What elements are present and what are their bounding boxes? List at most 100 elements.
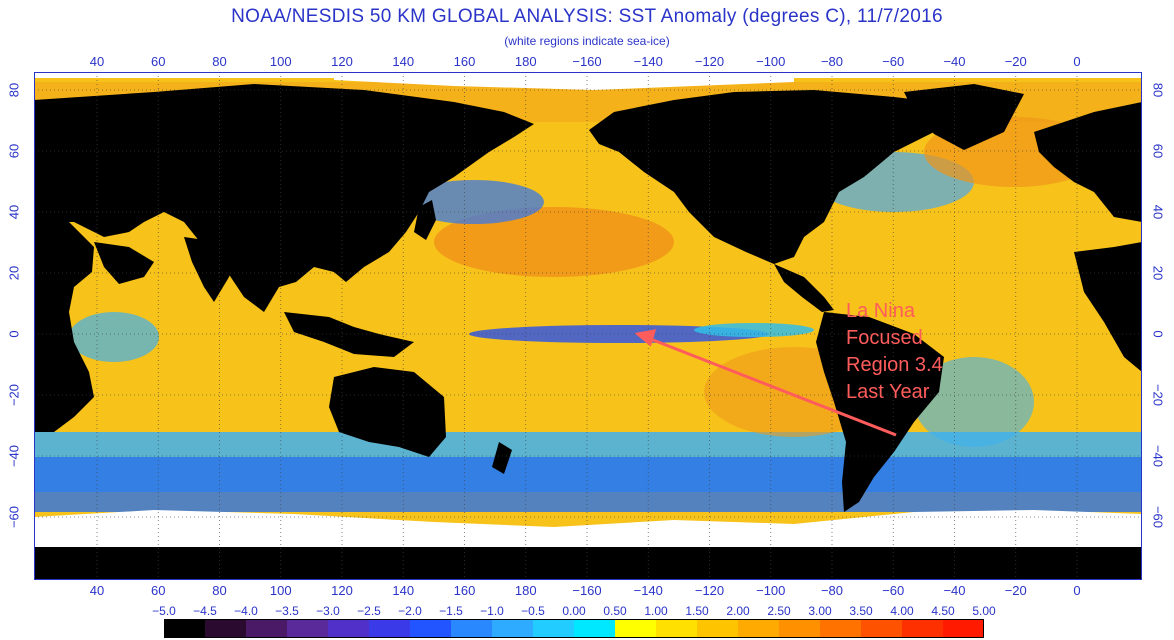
- colorbar-swatch: [615, 619, 657, 638]
- arctic-ice-strip: [34, 72, 1142, 78]
- colorbar-swatch: [410, 619, 452, 638]
- sst-anomaly-map: [34, 72, 1142, 580]
- longitude-label: 160: [453, 583, 476, 598]
- longitude-label: 0: [1073, 583, 1081, 598]
- australia-landmass: [329, 367, 446, 457]
- colorbar-swatch: [533, 619, 575, 638]
- longitude-label: −140: [633, 54, 663, 69]
- longitude-label: 40: [89, 54, 105, 69]
- colorbar-tick-label: −1.5: [439, 604, 463, 618]
- land-masses: [34, 84, 1142, 580]
- europe-landmass: [1034, 102, 1142, 222]
- longitude-label: 140: [392, 583, 415, 598]
- colorbar-swatch: [902, 619, 944, 638]
- longitude-label: 80: [212, 583, 227, 598]
- longitude-label: 60: [151, 583, 166, 598]
- latitude-label: 80: [6, 82, 22, 98]
- longitude-label: −140: [633, 583, 663, 598]
- annotation-line: Last Year: [846, 381, 930, 403]
- map-subtitle: (white regions indicate sea-ice): [504, 34, 670, 48]
- colorbar-tick-label: −4.5: [193, 604, 217, 618]
- colorbar-swatch: [738, 619, 780, 638]
- graticule: [34, 72, 1142, 580]
- longitude-label: −80: [820, 583, 844, 598]
- latitude-label: −60: [1150, 505, 1166, 529]
- antarctica-landmass: [34, 542, 1142, 580]
- colorbar-tick-label: −2.0: [398, 604, 422, 618]
- longitude-label: −100: [756, 54, 786, 69]
- map-title: NOAA/NESDIS 50 KM GLOBAL ANALYSIS: SST A…: [231, 6, 943, 27]
- west-africa-landmass: [1074, 242, 1142, 372]
- south-america-landmass: [816, 312, 944, 512]
- colorbar-swatch: [205, 619, 247, 638]
- indian-ocean-cool: [69, 312, 159, 362]
- longitude-label: 180: [514, 54, 537, 69]
- longitude-label: −160: [572, 583, 602, 598]
- latitude-label: 60: [6, 143, 22, 159]
- maritime-continent: [284, 312, 414, 357]
- colorbar-tick-label: −3.0: [316, 604, 340, 618]
- colorbar-tick-label: 3.50: [849, 604, 873, 618]
- longitude-label: −20: [1004, 54, 1027, 69]
- india-landmass: [184, 237, 239, 302]
- latitude-label: −40: [6, 444, 22, 468]
- longitude-label: 180: [514, 583, 537, 598]
- latitude-label: −40: [1150, 444, 1166, 468]
- longitude-label: −80: [820, 54, 844, 69]
- colorbar-tick-label: 4.50: [931, 604, 955, 618]
- annotation-line: Region 3.4: [846, 354, 943, 376]
- longitude-label: 100: [269, 583, 292, 598]
- annotation-arrow: [634, 329, 897, 437]
- longitude-label: −100: [756, 583, 786, 598]
- longitude-label: −60: [882, 583, 905, 598]
- colorbar-tick-label: 1.00: [644, 604, 668, 618]
- colorbar-swatch: [574, 619, 616, 638]
- longitude-label: −120: [694, 583, 725, 598]
- latitude-label: 0: [1150, 330, 1166, 338]
- longitude-label: 100: [269, 54, 292, 69]
- latitude-label: 0: [6, 330, 22, 338]
- colorbar-swatch: [492, 619, 534, 638]
- annotation-line: Focused: [846, 327, 923, 349]
- latitude-label: 20: [1150, 265, 1166, 281]
- colorbar-swatch: [164, 619, 206, 638]
- colorbar-swatch: [943, 619, 984, 638]
- colorbar-tick-label: −2.5: [357, 604, 381, 618]
- colorbar-tick-label: −5.0: [152, 604, 176, 618]
- longitude-label: −120: [694, 54, 725, 69]
- latitude-label: −60: [6, 505, 22, 529]
- colorbar-swatch: [451, 619, 493, 638]
- longitude-label: −160: [572, 54, 602, 69]
- colorbar-swatch: [246, 619, 288, 638]
- southern-ocean-cold-band: [34, 457, 1142, 512]
- latitude-label: 40: [1150, 204, 1166, 220]
- colorbar-tick-label: −3.5: [275, 604, 299, 618]
- north-america-landmass: [589, 90, 954, 264]
- latitude-label: −20: [1150, 383, 1166, 407]
- colorbar-border: [164, 619, 984, 638]
- annotation-line: La Nina: [846, 300, 915, 322]
- new-zealand-landmass: [492, 442, 512, 474]
- longitude-label: −40: [943, 54, 966, 69]
- annotation-text: La Nina Focused Region 3.4 Last Year: [846, 298, 996, 406]
- latitude-label: 80: [1150, 82, 1166, 98]
- map-border: [34, 72, 1142, 580]
- colorbar-swatch: [779, 619, 821, 638]
- north-pacific-cool-streak: [404, 180, 544, 224]
- longitude-label: 160: [453, 54, 476, 69]
- colorbar-swatch: [369, 619, 411, 638]
- colorbar-tick-label: 5.00: [972, 604, 996, 618]
- arabia-landmass: [94, 242, 154, 284]
- colorbar-tick-label: −4.0: [234, 604, 258, 618]
- colorbar-tick-label: 2.50: [767, 604, 791, 618]
- latitude-label: 20: [6, 265, 22, 281]
- japan-landmass: [414, 200, 436, 240]
- colorbar-tick-label: 0.00: [562, 604, 586, 618]
- longitude-label: 80: [212, 54, 227, 69]
- longitude-label: 140: [392, 54, 415, 69]
- latitude-label: 40: [6, 204, 22, 220]
- central-america-landmass: [774, 264, 834, 312]
- longitude-label: 40: [89, 583, 105, 598]
- longitude-label: −60: [882, 54, 905, 69]
- africa-landmass: [34, 222, 94, 432]
